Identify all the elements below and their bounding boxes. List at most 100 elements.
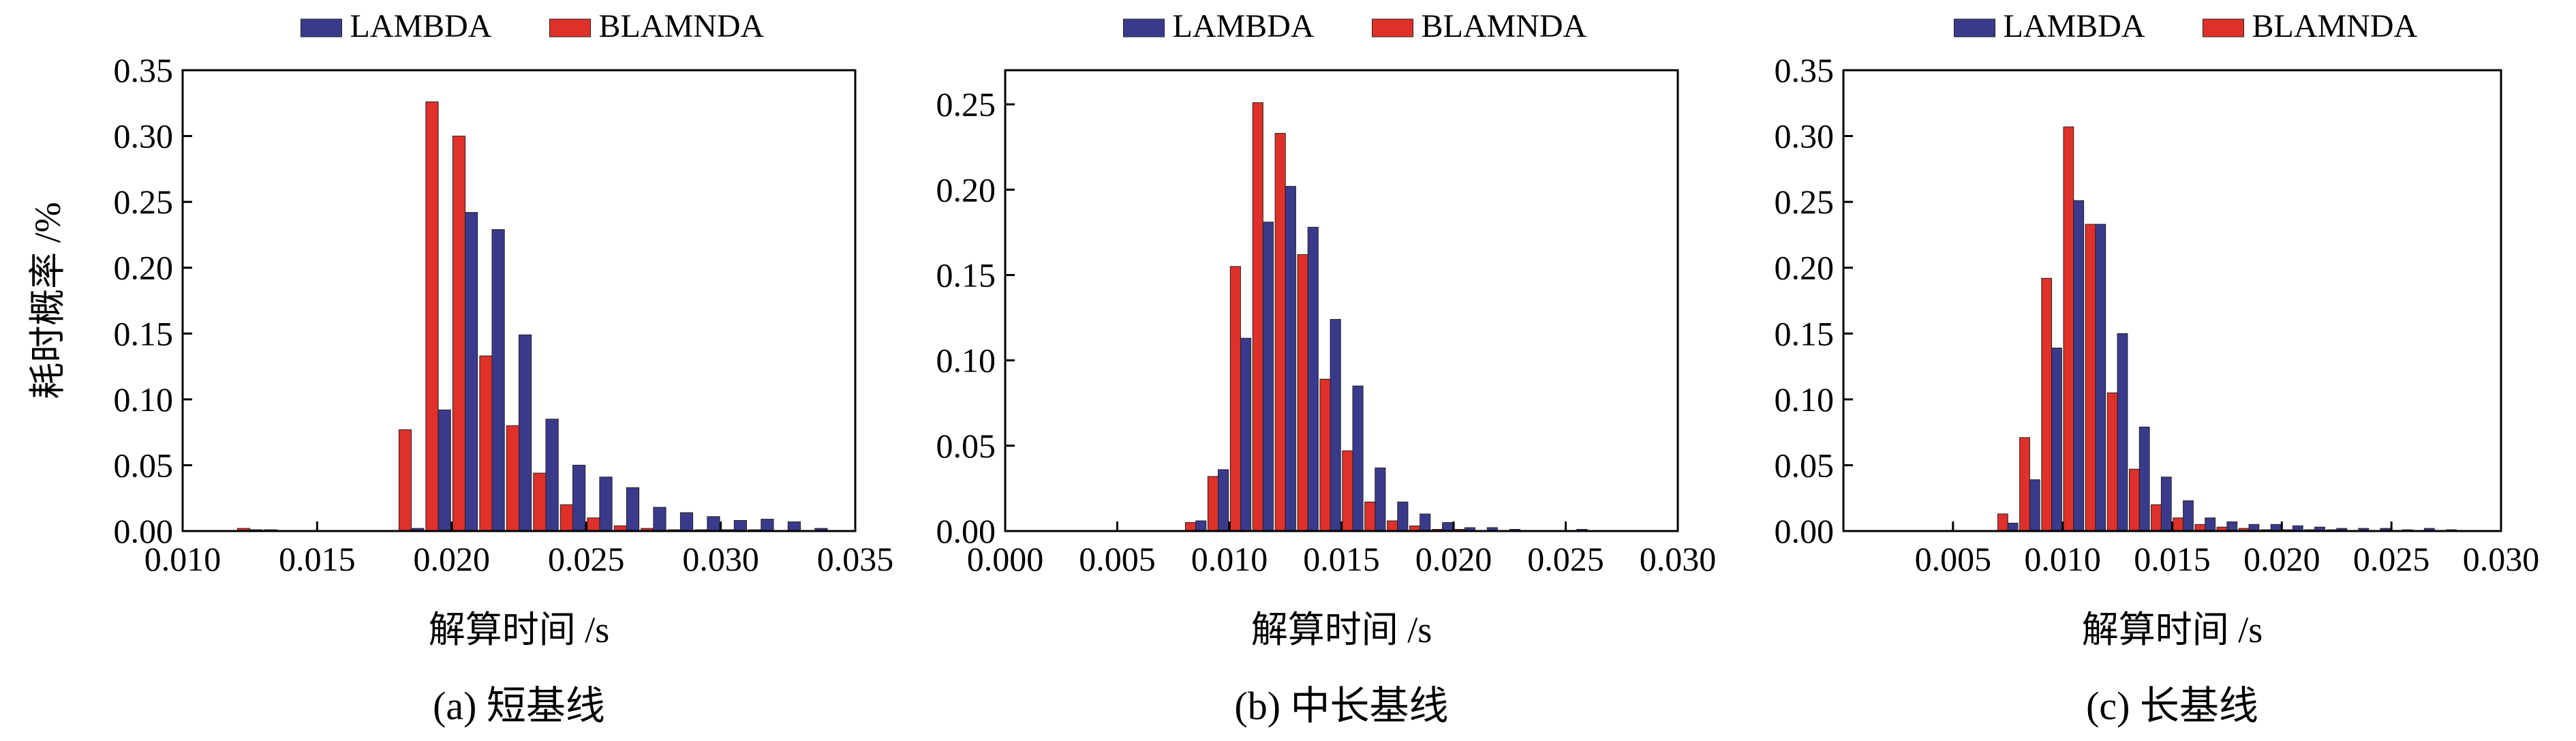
legend-label-blamnda: BLAMNDA (599, 8, 765, 44)
bar-blamnda-4 (1274, 133, 1286, 532)
legend-swatch-lambda (301, 18, 342, 37)
bar-blamnda-8 (2173, 517, 2184, 532)
bar-blamnda-0 (1185, 522, 1197, 532)
bar-blamnda-5 (1297, 254, 1308, 532)
bar-lambda-4 (2095, 224, 2106, 532)
panel-caption: (a) 短基线 (433, 684, 605, 728)
x-tick-label: 0.005 (1915, 540, 1992, 578)
x-tick-label: 0.005 (1079, 540, 1156, 578)
y-tick-label: 0.25 (114, 183, 174, 221)
panel-c: 0.00 0.05 0.10 0.15 0.20 0.25 0.30 0.35 0.005 0.0… (1775, 8, 2540, 728)
y-tick-label: 0.25 (936, 85, 996, 123)
bar-lambda-6 (2138, 426, 2150, 532)
bar-blamnda-1 (1207, 476, 1219, 532)
bar-blamnda-3 (1252, 102, 1263, 532)
y-tick-label: 0.05 (114, 446, 174, 484)
x-tick-label: 0.015 (1303, 540, 1380, 578)
bar-lambda-8 (572, 464, 586, 532)
panel-b: 0.00 0.05 0.10 0.15 0.20 0.25 0.000 0.005 0.010 0… (936, 8, 1717, 728)
bar-lambda-15 (761, 519, 774, 532)
y-tick-label: 0.35 (114, 51, 174, 89)
y-tick-label: 0.00 (936, 512, 996, 550)
legend-swatch-lambda (1123, 18, 1165, 37)
y-tick-label: 0.20 (1775, 249, 1835, 287)
x-tick-label: 0.000 (967, 540, 1044, 578)
bar-blamnda-0 (1997, 513, 2008, 532)
bar-blamnda-4 (452, 136, 466, 532)
x-tick-label: 0.010 (2024, 540, 2101, 578)
bar-lambda-10 (2226, 521, 2238, 532)
bar-lambda-4 (465, 212, 478, 532)
y-tick-label: 0.00 (1775, 512, 1835, 550)
legend-swatch-blamnda (1372, 18, 1413, 37)
bar-lambda-12 (679, 512, 694, 532)
y-tick-label: 0.00 (114, 512, 174, 550)
bar-blamnda-6 (1319, 378, 1331, 532)
bar-blamnda-3 (2063, 126, 2074, 532)
panel-a: 0.00 0.05 0.10 0.15 0.20 0.25 0.30 0.35 0.010 0.0… (27, 8, 893, 728)
x-tick-label: 0.030 (2463, 540, 2540, 578)
bar-lambda-5 (2117, 333, 2128, 532)
x-axis-label: 解算时间 /s (429, 609, 610, 650)
bar-blamnda-2 (1229, 266, 1241, 532)
bar-lambda-7 (2160, 477, 2172, 532)
bar-lambda-14 (733, 520, 748, 532)
bar-lambda-4 (1285, 185, 1296, 532)
x-tick-label: 0.025 (1527, 540, 1604, 578)
y-tick-label: 0.30 (1775, 117, 1835, 155)
bar-blamnda-2 (398, 429, 412, 532)
bar-blamnda-6 (2129, 468, 2140, 532)
bar-blamnda-4 (2085, 224, 2096, 532)
y-tick-label: 0.10 (114, 380, 174, 419)
bar-lambda-8 (2183, 500, 2194, 532)
x-tick-label: 0.010 (144, 540, 221, 578)
x-tick-label: 0.010 (1191, 540, 1268, 578)
y-axis-label: 耗时概率 /% (27, 202, 68, 399)
bar-blamnda-8 (1364, 501, 1376, 532)
plot-frame (181, 69, 857, 532)
y-tick-label: 0.15 (114, 314, 174, 352)
x-tick-label: 0.030 (682, 540, 759, 578)
bar-lambda-1 (1218, 469, 1229, 532)
bar-lambda-10 (1420, 513, 1431, 532)
x-tick-label: 0.025 (548, 540, 625, 578)
x-axis-label: 解算时间 /s (1251, 609, 1432, 650)
y-tick-label: 0.30 (114, 117, 174, 155)
legend-label-blamnda: BLAMNDA (1422, 8, 1587, 44)
bar-lambda-9 (1397, 501, 1409, 532)
y-tick-label: 0.35 (1775, 51, 1835, 89)
bar-lambda-9 (2205, 517, 2216, 532)
x-tick-label: 0.025 (2353, 540, 2430, 578)
bar-lambda-0 (2007, 522, 2019, 532)
bar-blamnda-6 (506, 425, 519, 532)
x-tick-label: 0.015 (2134, 540, 2211, 578)
bar-lambda-3 (438, 409, 451, 532)
legend-swatch-lambda (1954, 18, 1995, 37)
legend-label-blamnda: BLAMNDA (2252, 8, 2418, 44)
panel-caption: (c) 长基线 (2086, 684, 2258, 728)
x-tick-label: 0.020 (2243, 540, 2320, 578)
x-tick-label: 0.035 (817, 540, 894, 578)
y-tick-label: 0.20 (936, 170, 996, 209)
bar-blamnda-3 (425, 101, 439, 532)
bar-lambda-7 (1352, 385, 1364, 532)
y-tick-label: 0.20 (114, 249, 174, 287)
legend-swatch-blamnda (549, 18, 591, 37)
y-tick-label: 0.10 (1775, 380, 1835, 419)
bar-lambda-2 (2051, 348, 2062, 532)
bar-blamnda-7 (1342, 450, 1353, 532)
bar-blamnda-9 (1387, 520, 1398, 532)
bar-blamnda-7 (533, 472, 547, 532)
bar-blamnda-7 (2151, 504, 2162, 532)
bar-lambda-10 (626, 487, 640, 532)
y-tick-label: 0.15 (1775, 314, 1835, 352)
legend-label-lambda: LAMBDA (350, 8, 492, 44)
bar-lambda-3 (1262, 222, 1274, 532)
bar-lambda-13 (707, 516, 720, 532)
bar-lambda-11 (1442, 522, 1454, 532)
y-tick-label: 0.25 (1775, 183, 1835, 221)
bar-lambda-7 (545, 419, 559, 532)
plot-frame (1004, 69, 1679, 532)
y-tick-label: 0.10 (936, 342, 996, 380)
bar-lambda-0 (1195, 520, 1207, 532)
